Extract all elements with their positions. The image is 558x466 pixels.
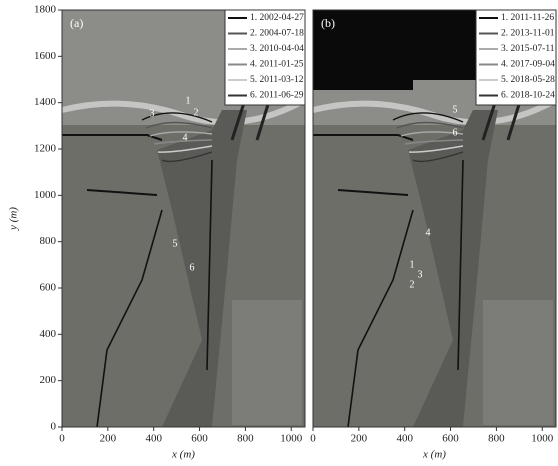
- x-tick-label: 600: [191, 433, 208, 445]
- x-tick-label: 1000: [280, 433, 303, 445]
- fields: [483, 300, 553, 425]
- legend-label: 1. 2011-11-26: [501, 13, 554, 23]
- legend-label: 4. 2017-09-04: [501, 60, 555, 70]
- legend-label: 1. 2002-04-27: [250, 13, 304, 23]
- shoreline-marker: 3: [418, 269, 423, 280]
- figure: 123456(a)1. 2002-04-272. 2004-07-183. 20…: [0, 0, 558, 466]
- y-tick-label: 1000: [34, 189, 57, 201]
- legend-label: 3. 2010-04-04: [250, 44, 304, 54]
- shoreline-marker: 6: [453, 127, 458, 138]
- legend-label: 5. 2011-03-12: [250, 75, 304, 85]
- y-tick-label: 0: [51, 421, 57, 433]
- x-tick-label: 800: [237, 433, 254, 445]
- shoreline-marker: 5: [173, 238, 178, 249]
- y-tick-label: 400: [40, 328, 57, 340]
- legend-label: 6. 2011-06-29: [250, 91, 304, 101]
- y-tick-label: 1200: [34, 143, 57, 155]
- shoreline-marker: 3: [150, 108, 155, 119]
- legend-label: 4. 2011-01-25: [250, 60, 304, 70]
- y-tick-label: 1400: [34, 96, 57, 108]
- y-tick-label: 1600: [34, 50, 57, 62]
- x-tick-label: 400: [396, 433, 413, 445]
- shoreline-marker: 2: [410, 279, 415, 290]
- shoreline-marker: 4: [183, 132, 188, 143]
- shoreline-marker: 1: [410, 259, 415, 270]
- legend-label: 5. 2018-05-28: [501, 75, 555, 85]
- x-tick-label: 800: [488, 433, 505, 445]
- shoreline-marker: 5: [453, 104, 458, 115]
- shoreline-marker: 4: [426, 227, 431, 238]
- y-tick-label: 200: [40, 374, 57, 386]
- y-tick-label: 600: [40, 282, 57, 294]
- panel-label: (a): [70, 16, 83, 30]
- x-tick-label: 200: [100, 433, 117, 445]
- y-tick-label: 800: [40, 235, 57, 247]
- y-tick-label: 1800: [34, 4, 57, 16]
- y-axis-label: y (m): [8, 207, 20, 231]
- shoreline-marker: 6: [190, 262, 195, 273]
- x-tick-label: 0: [310, 433, 316, 445]
- legend-label: 6. 2018-10-24: [501, 91, 555, 101]
- x-axis-label: x (m): [422, 449, 446, 461]
- shoreline-marker: 2: [194, 107, 199, 118]
- shoreline-marker: 1: [186, 95, 191, 106]
- fields: [232, 300, 302, 425]
- x-tick-label: 0: [59, 433, 65, 445]
- x-tick-label: 1000: [531, 433, 554, 445]
- x-tick-label: 400: [145, 433, 162, 445]
- legend-label: 3. 2015-07-11: [501, 44, 555, 54]
- x-axis-label: x (m): [171, 449, 195, 461]
- legend-label: 2. 2004-07-18: [250, 29, 304, 39]
- x-tick-label: 600: [442, 433, 459, 445]
- legend-label: 2. 2013-11-01: [501, 29, 555, 39]
- panel-label: (b): [321, 16, 335, 30]
- x-tick-label: 200: [351, 433, 368, 445]
